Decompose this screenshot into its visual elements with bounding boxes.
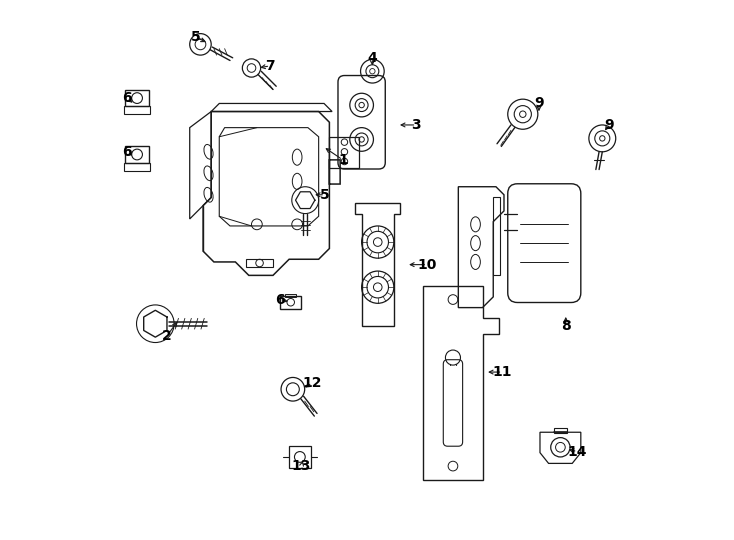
Text: 8: 8 [561,319,570,333]
Text: 10: 10 [418,258,437,272]
Text: 4: 4 [368,51,377,65]
Text: 9: 9 [604,118,614,132]
Text: 6: 6 [275,293,285,307]
Text: 6: 6 [122,91,131,105]
Text: 7: 7 [266,59,275,73]
Text: 5: 5 [320,188,330,202]
Text: 12: 12 [302,376,322,390]
Text: 3: 3 [412,118,421,132]
Text: 5: 5 [192,30,201,44]
Text: 6: 6 [122,145,131,159]
Text: 14: 14 [568,444,587,458]
Text: 13: 13 [292,459,311,473]
Text: 1: 1 [338,153,348,167]
Text: 9: 9 [534,97,544,111]
Text: 2: 2 [162,328,172,342]
Text: 11: 11 [493,365,512,379]
